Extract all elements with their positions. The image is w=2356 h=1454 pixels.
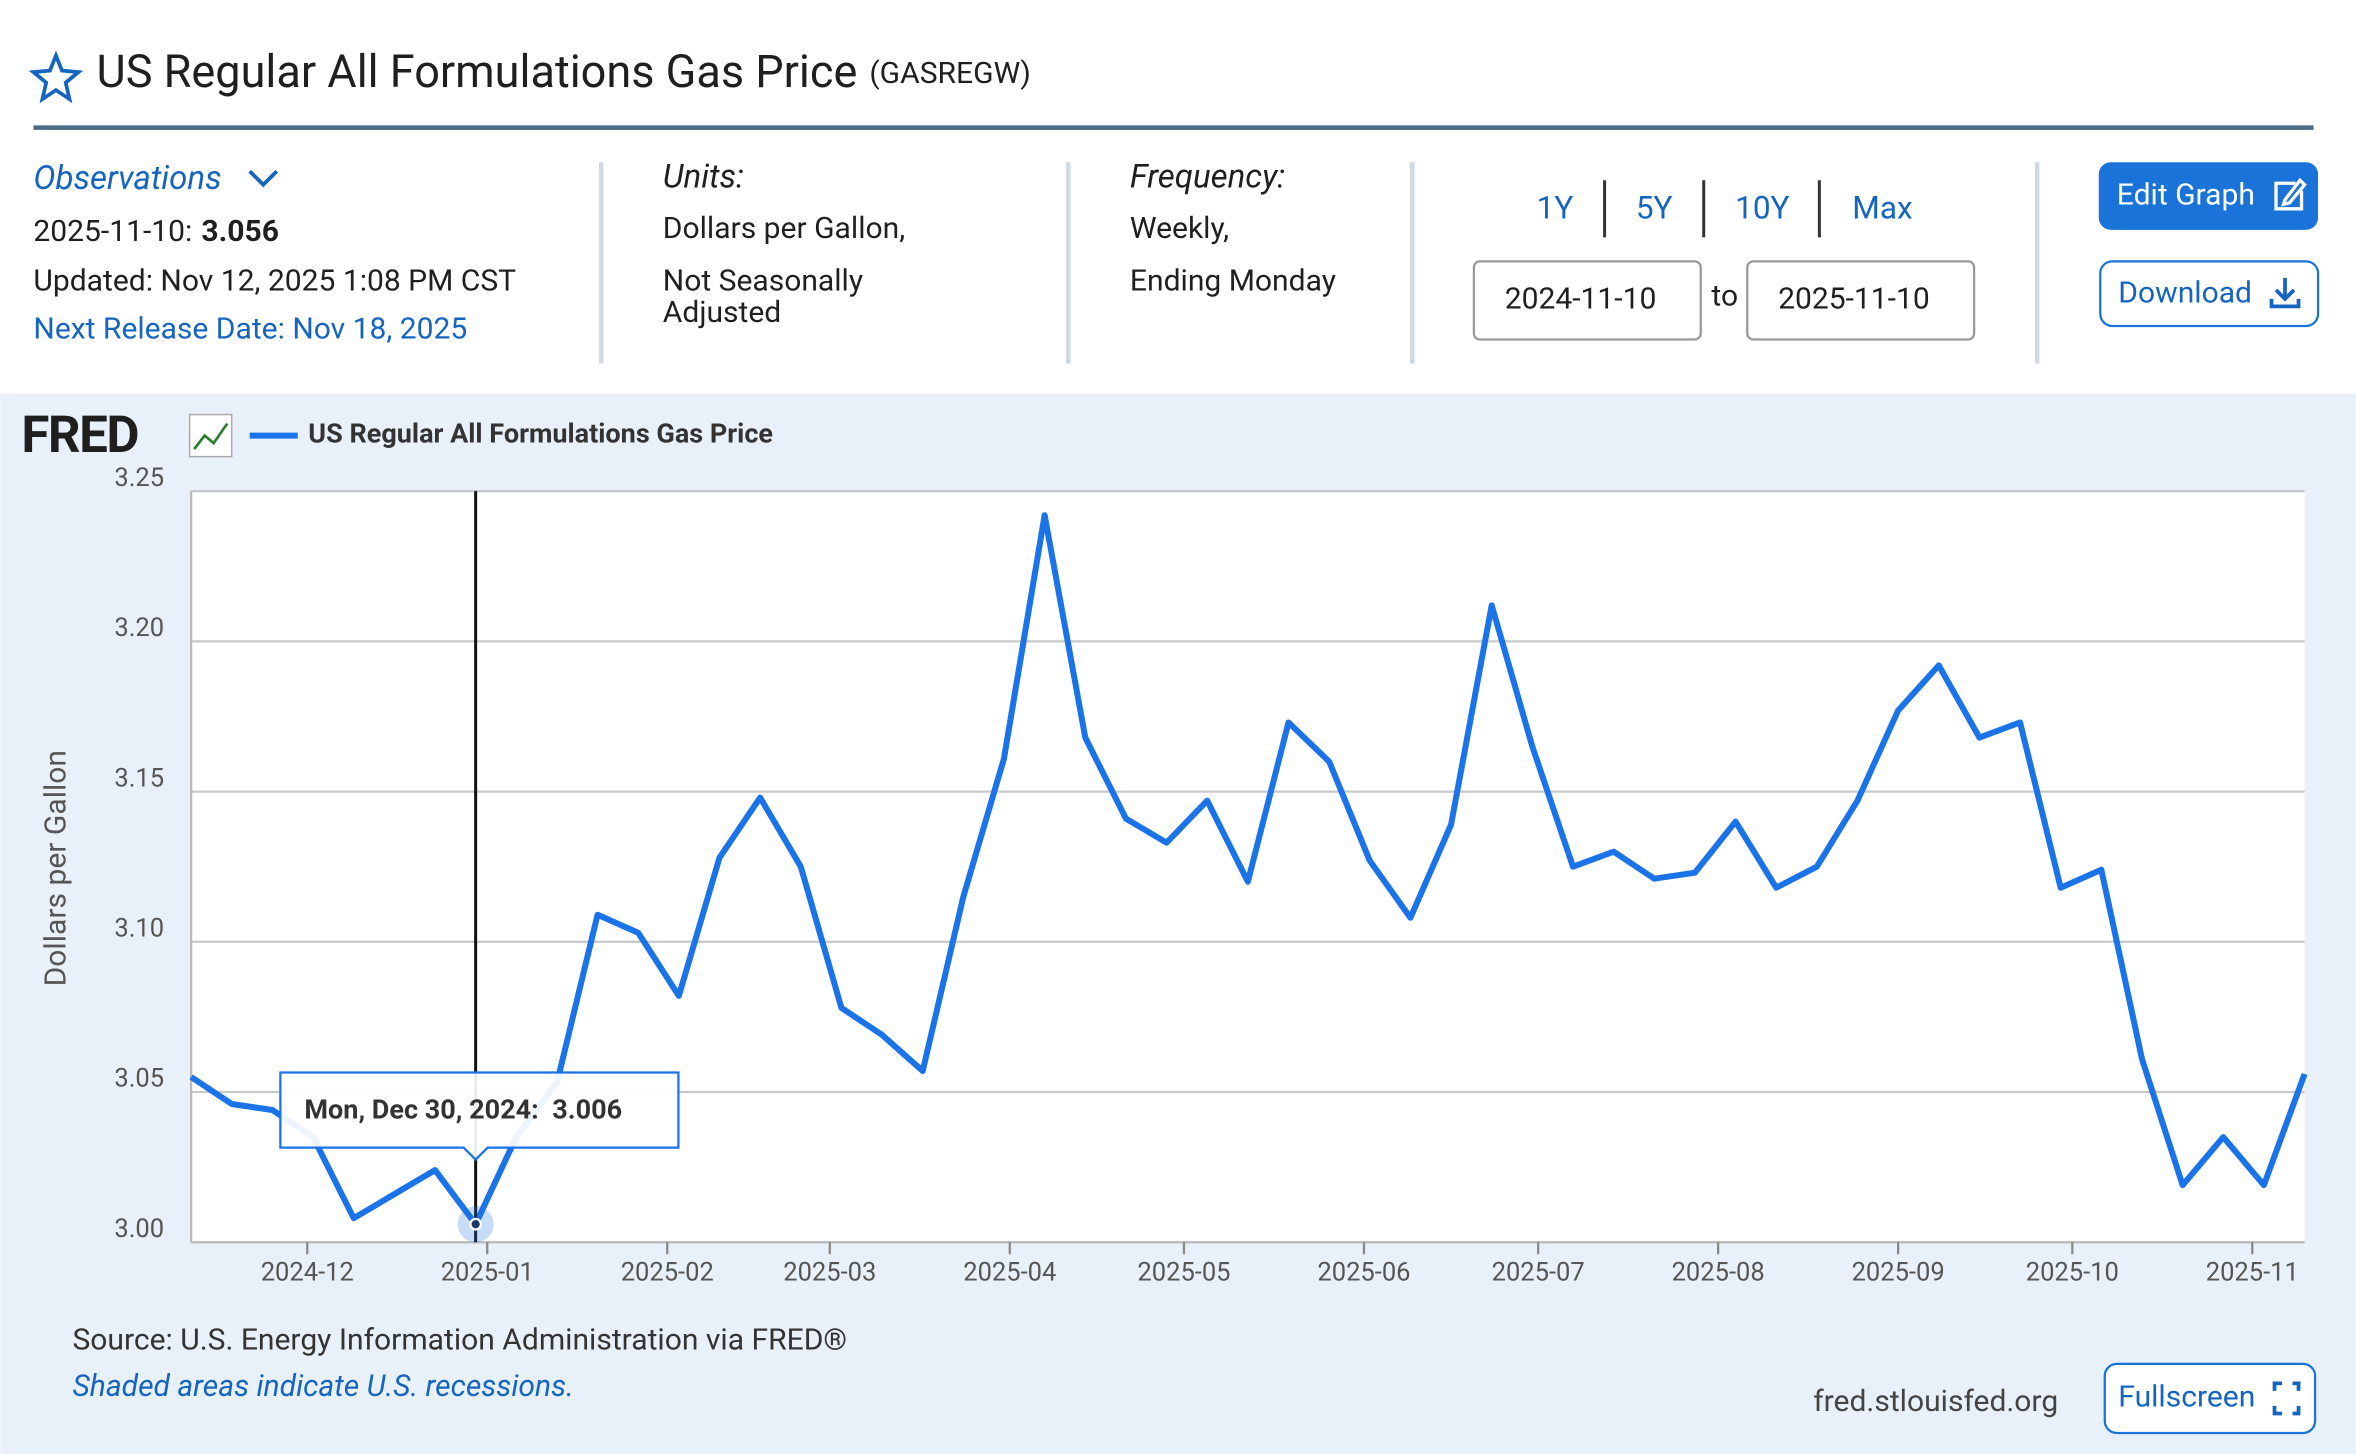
edit-icon [2274, 177, 2307, 211]
units: Not Seasonally [663, 263, 863, 298]
tooltip-box [279, 1071, 680, 1162]
fullscreen-text: Fullscreen [2118, 1379, 2255, 1414]
y-tick-label: 3.00 [114, 1214, 164, 1244]
x-tick-label: 2025-07 [1492, 1258, 1585, 1288]
y-tick-label: 3.05 [114, 1064, 164, 1094]
download-text: Download [2118, 275, 2252, 310]
edit-icon-box [2274, 181, 2304, 211]
title-text: US Regular All Formulations Gas Price [97, 46, 858, 99]
x-tick-label: 2025-05 [1137, 1258, 1230, 1288]
title: US Regular All Formulations Gas Price (GA… [97, 46, 1031, 99]
frequency: Weekly, [1130, 211, 1229, 246]
range-separators [1603, 180, 1821, 238]
latest-value: 3.056 [201, 214, 279, 249]
x-tick-label: 2025-09 [1852, 1258, 1945, 1288]
chevron[interactable] [248, 169, 279, 188]
frequency: Ending Monday [1130, 263, 1336, 298]
x-tick-label: 2025-08 [1672, 1258, 1765, 1288]
download-arrow [2269, 277, 2301, 309]
tooltip-value: 3.006 [552, 1094, 622, 1126]
range-button[interactable]: 5Y [1636, 190, 1673, 227]
range-button[interactable]: 1Y [1537, 190, 1574, 227]
tooltip-text: Mon, Dec 30, 2024: 3.006 [304, 1094, 622, 1126]
edit-icon-pen [2281, 177, 2307, 207]
x-tick-label: 2024-12 [261, 1258, 354, 1288]
end-date: 2025-11-10 [1778, 281, 1930, 316]
observations[interactable]: Observations [33, 159, 221, 198]
x-tick-label: 2025-11 [2206, 1258, 2299, 1288]
y-axis-label: Dollars per Gallon [38, 750, 73, 986]
range-button[interactable]: 10Y [1735, 190, 1789, 227]
download-button[interactable] [2099, 260, 2320, 328]
x-tick-label: 2025-02 [621, 1258, 714, 1288]
fullscreen-icon [2272, 1381, 2301, 1416]
edit-graph-text: Edit Graph [2117, 178, 2255, 213]
start-date: 2024-11-10 [1505, 281, 1657, 316]
site[interactable]: fred.stlouisfed.org [1813, 1384, 2058, 1419]
latest: 2025-11-10: 3.056 [33, 214, 279, 249]
legend-label: US Regular All Formulations Gas Price [308, 418, 773, 450]
to-text: to [1711, 278, 1738, 313]
frequency-label: Frequency: [1130, 157, 1285, 196]
logo-icon-line [193, 422, 229, 450]
recession-note: Shaded areas indicate U.S. recessions. [72, 1369, 573, 1404]
fullscreen-button[interactable] [2103, 1362, 2317, 1435]
units-label: Units: [663, 157, 744, 196]
x-tick-label: 2025-01 [441, 1258, 534, 1288]
download-icon [2269, 277, 2301, 309]
units: Dollars per Gallon, [663, 211, 905, 246]
dividers [598, 162, 2040, 364]
y-tick-label: 3.20 [114, 613, 164, 643]
start-input[interactable] [1472, 260, 1702, 341]
units: Adjusted [663, 295, 781, 330]
y-tick-label: 3.15 [114, 763, 164, 793]
source: Source: U.S. Energy Information Administ… [72, 1322, 847, 1357]
hover-dot [469, 1217, 483, 1231]
star-icon[interactable] [28, 50, 84, 104]
next-release[interactable]: Next Release Date: Nov 18, 2025 [33, 311, 467, 346]
x-tick-label: 2025-06 [1317, 1258, 1410, 1288]
tooltip-label: Mon, Dec 30, 2024: [304, 1094, 538, 1126]
y-tick-label: 3.25 [114, 463, 164, 493]
end-input[interactable] [1746, 260, 1976, 341]
x-tick-label: 2025-04 [963, 1258, 1056, 1288]
series-id: (GASREGW) [869, 56, 1031, 91]
edit-graph-button[interactable] [2098, 162, 2319, 230]
logo-icon [188, 413, 233, 458]
range-button[interactable]: Max [1852, 190, 1912, 227]
updated: Updated: Nov 12, 2025 1:08 PM CST [33, 263, 516, 298]
latest-date: 2025-11-10: [33, 214, 192, 249]
x-tick-label: 2025-03 [783, 1258, 876, 1288]
y-tick-label: 3.10 [114, 914, 164, 944]
x-tick-label: 2025-10 [2026, 1258, 2119, 1288]
fred-logo: FRED [21, 406, 138, 465]
chart-marks: 3.00 3.05 3.10 3.15 3.20 3.25 2024-12 2025-01 20… [114, 418, 2308, 1288]
